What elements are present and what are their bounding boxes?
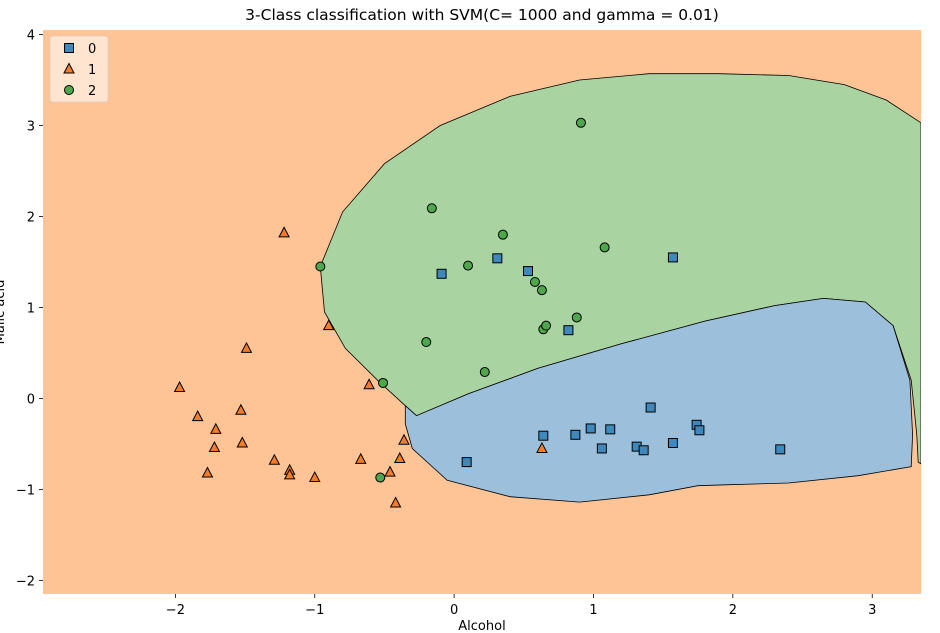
point-class-2 [463, 260, 474, 271]
y-tick-label: −2 [16, 574, 35, 589]
point-class-1 [393, 451, 406, 463]
point-class-0 [436, 268, 447, 279]
x-tick-label: 3 [868, 603, 876, 618]
legend-label-2: 2 [88, 84, 96, 99]
point-class-1 [191, 410, 204, 422]
point-class-0 [570, 429, 581, 440]
point-class-1 [322, 319, 335, 331]
point-class-1 [240, 341, 253, 353]
y-tick-label: 1 [27, 301, 35, 316]
point-class-2 [575, 117, 586, 128]
x-axis-label: Alcohol [458, 619, 505, 633]
legend-marker-0 [64, 43, 74, 53]
y-tick-label: 2 [27, 210, 35, 225]
point-class-1 [389, 496, 402, 508]
point-class-0 [667, 437, 678, 448]
point-class-0 [638, 445, 649, 456]
point-class-1 [209, 422, 222, 434]
point-class-1 [201, 466, 214, 478]
point-class-2 [529, 276, 540, 287]
legend-label-1: 1 [88, 63, 96, 78]
point-class-2 [536, 285, 547, 296]
point-class-0 [538, 430, 549, 441]
legend-label-0: 0 [88, 42, 96, 57]
point-class-0 [694, 425, 705, 436]
legend-marker-1 [63, 62, 75, 74]
point-class-1 [354, 452, 367, 464]
legend-marker-2 [64, 85, 74, 95]
point-class-2 [378, 377, 389, 388]
y-tick-label: 4 [27, 29, 35, 44]
point-class-0 [585, 423, 596, 434]
chart-title: 3-Class classification with SVM(C= 1000 … [245, 6, 719, 24]
y-tick-label: −1 [16, 483, 35, 498]
x-tick-label: −2 [166, 603, 185, 618]
point-class-0 [563, 325, 574, 336]
decision-regions [43, 30, 921, 594]
point-class-0 [596, 443, 607, 454]
point-class-0 [645, 402, 656, 413]
point-class-2 [426, 203, 437, 214]
y-tick-label: 0 [27, 392, 35, 407]
point-class-1 [384, 465, 396, 477]
point-class-2 [571, 312, 582, 323]
point-class-0 [522, 266, 533, 277]
point-class-2 [421, 337, 432, 348]
x-tick-label: 0 [450, 603, 458, 618]
point-class-2 [497, 229, 508, 240]
point-class-1 [236, 436, 249, 448]
legend-box [49, 35, 109, 103]
point-class-2 [315, 261, 326, 272]
x-tick-label: −1 [305, 603, 324, 618]
point-class-1 [208, 440, 221, 453]
point-class-2 [375, 472, 386, 483]
point-class-2 [479, 367, 490, 378]
point-class-0 [667, 252, 678, 263]
point-class-1 [268, 453, 281, 465]
point-class-1 [363, 378, 375, 390]
y-tick-label: 3 [27, 120, 35, 135]
point-class-1 [398, 433, 410, 445]
axes: −2 −1 0 1 2 3 −2 −1 0 1 2 3 4 [16, 29, 877, 618]
legend: 0 1 2 [49, 35, 109, 103]
point-class-1 [283, 468, 296, 480]
point-class-1 [278, 226, 290, 238]
point-class-2 [541, 320, 552, 331]
point-class-0 [492, 253, 503, 264]
data-points [173, 117, 786, 508]
point-class-1 [308, 470, 321, 483]
point-class-1 [536, 441, 548, 453]
point-class-0 [775, 444, 786, 455]
x-tick-label: 2 [729, 603, 737, 618]
point-class-0 [605, 424, 616, 435]
point-class-2 [599, 242, 610, 253]
region-class-0 [404, 297, 914, 503]
point-class-1 [173, 380, 186, 393]
y-axis-label: Malic acid [0, 280, 8, 345]
x-tick-label: 1 [589, 603, 597, 618]
point-class-1 [235, 403, 247, 415]
point-class-0 [461, 457, 472, 468]
